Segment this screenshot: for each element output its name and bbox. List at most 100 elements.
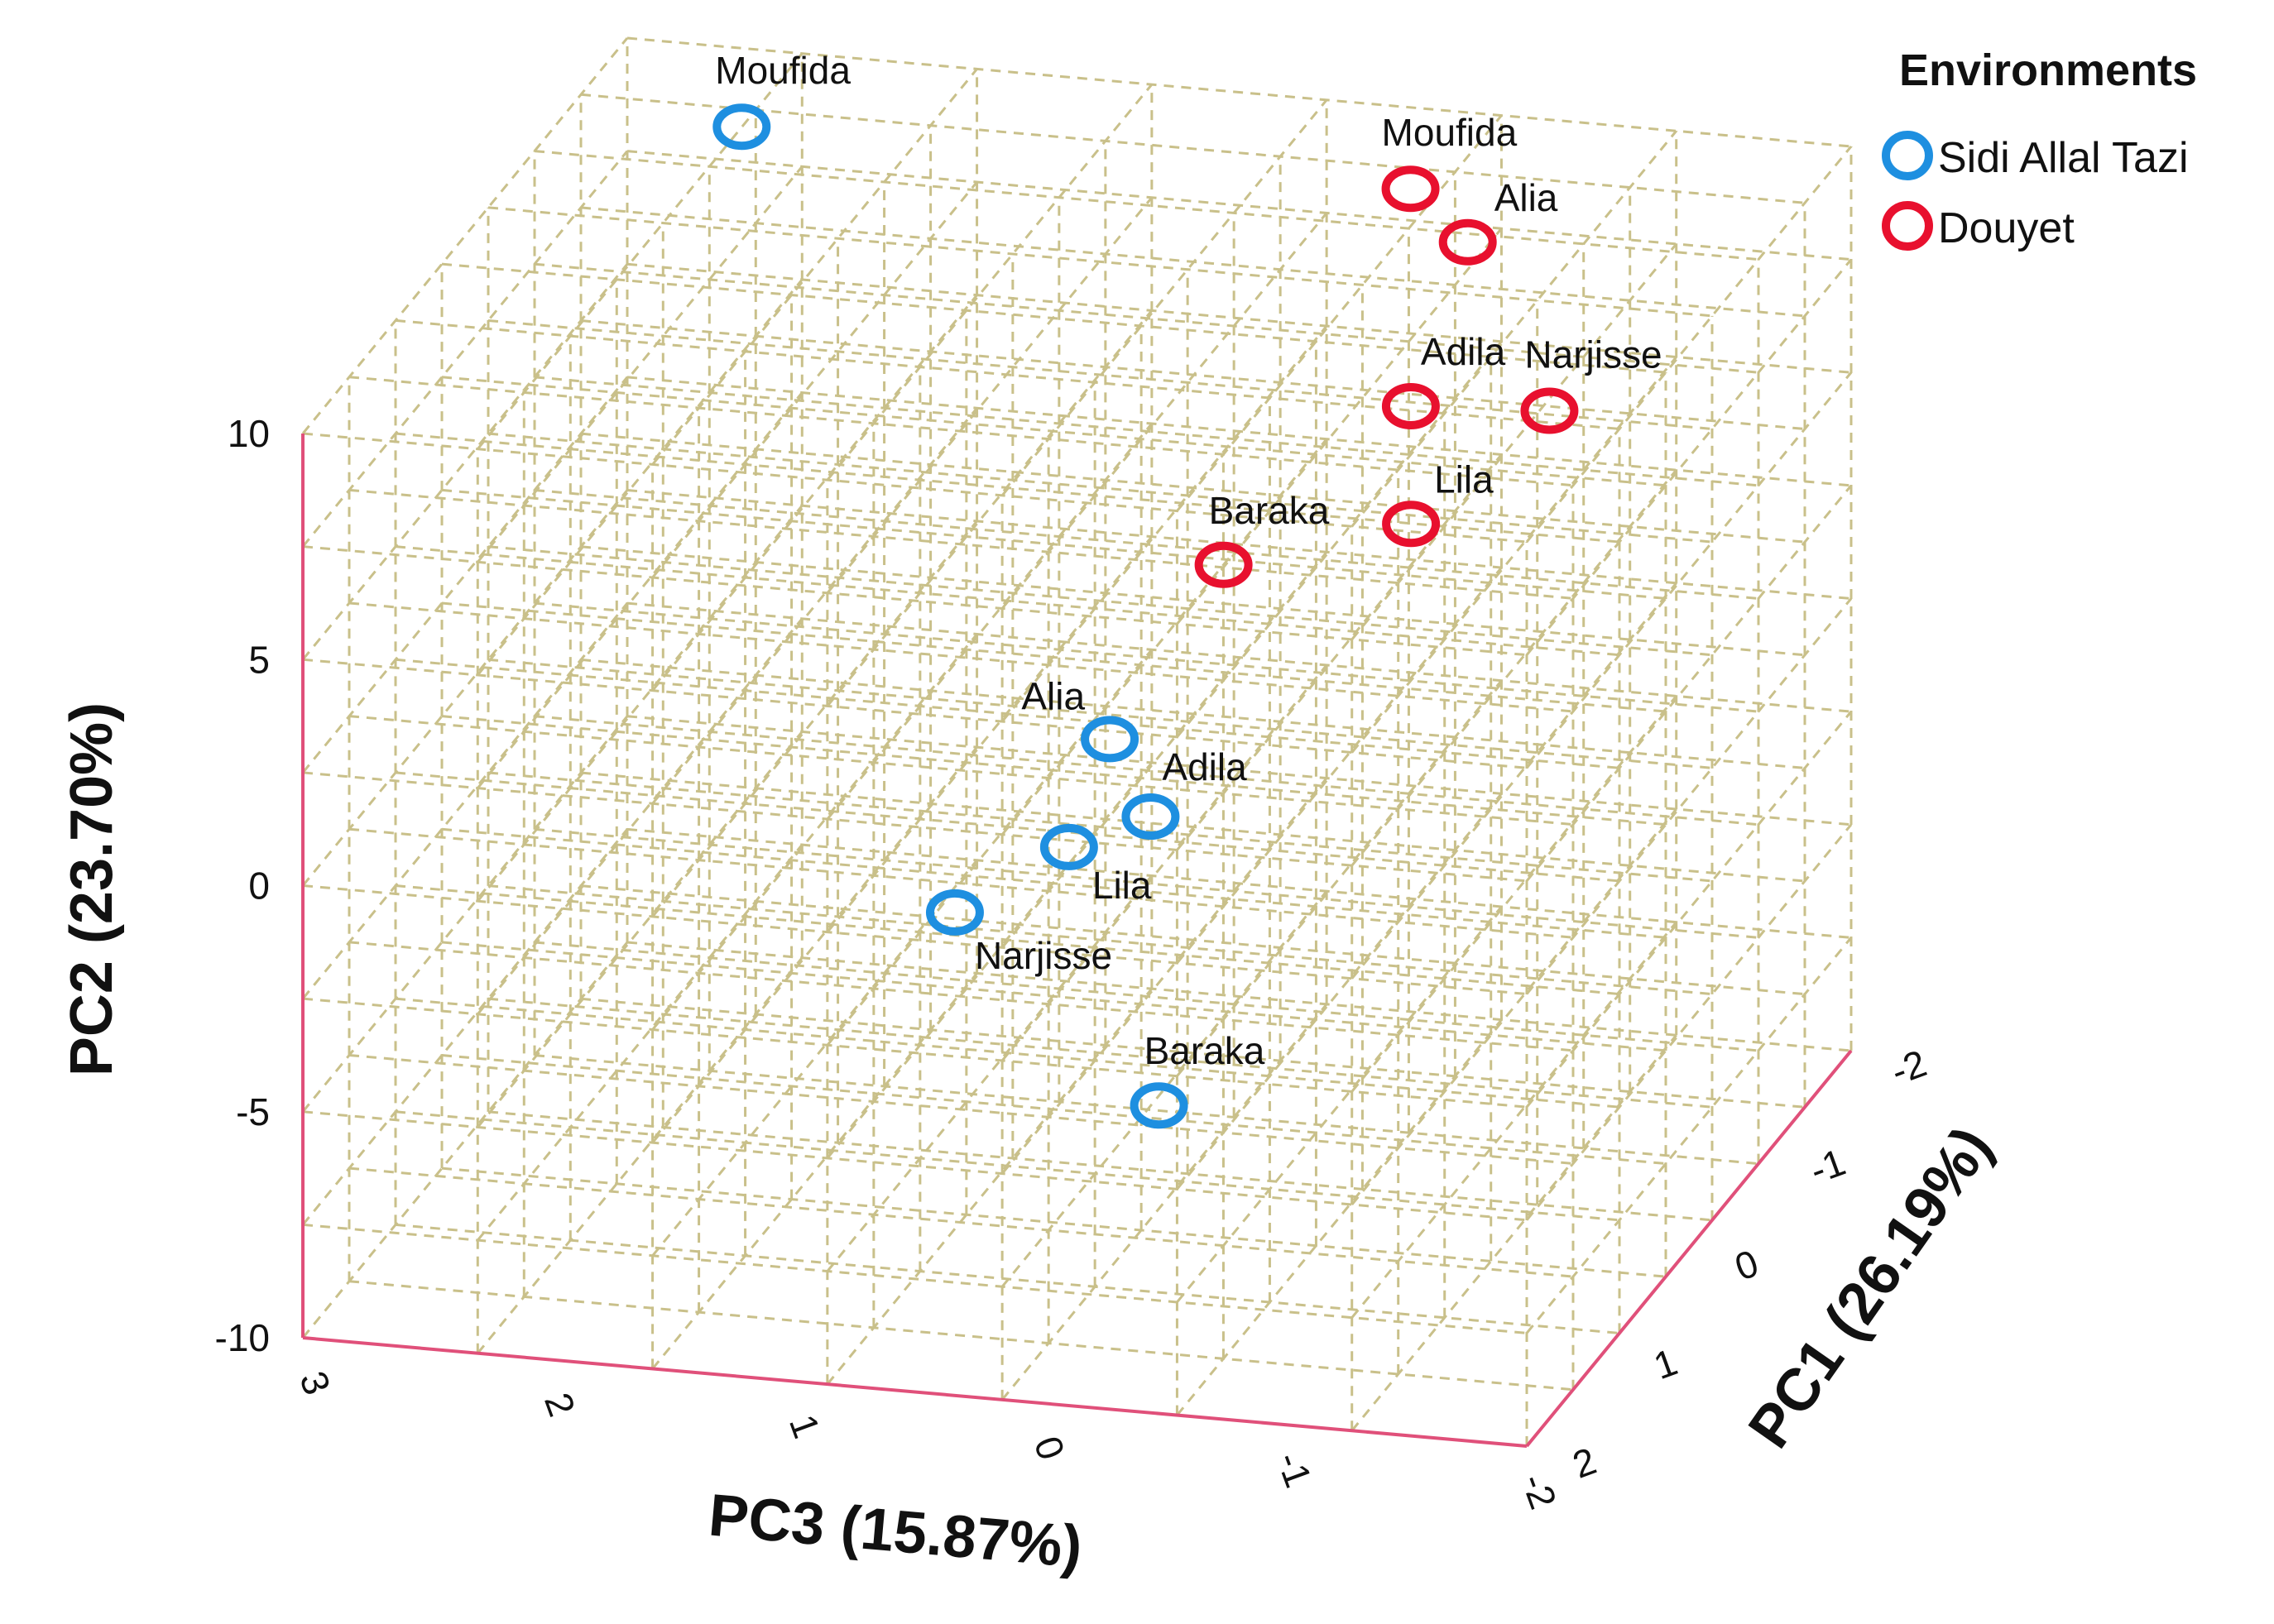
grid-line bbox=[477, 165, 804, 563]
grid-line bbox=[1525, 146, 1853, 543]
grid-line bbox=[301, 828, 629, 1226]
point-marker bbox=[1194, 541, 1253, 588]
pc3-tick-label: -1 bbox=[1269, 1446, 1321, 1492]
grid-line bbox=[1176, 1018, 1503, 1416]
grid-line bbox=[651, 746, 978, 1144]
data-point-sidi-allal-tazi-lila[interactable]: Lila bbox=[1039, 823, 1152, 907]
grid-line bbox=[487, 432, 1713, 544]
point-marker bbox=[712, 103, 771, 151]
grid-line bbox=[1350, 582, 1677, 980]
grid-line bbox=[826, 649, 1154, 1047]
grid-line bbox=[487, 319, 1713, 430]
legend-marker-sidi-allal-tazi bbox=[1882, 131, 1933, 180]
grid-line bbox=[1525, 597, 1853, 995]
grid-line bbox=[487, 1110, 1713, 1222]
grid-line bbox=[651, 407, 978, 805]
grid-line bbox=[301, 602, 629, 1000]
grid-line bbox=[1350, 242, 1677, 640]
grid-line bbox=[301, 37, 629, 434]
pc2-tick-label: 0 bbox=[248, 865, 270, 908]
data-point-sidi-allal-tazi-moufida[interactable]: Moufida bbox=[712, 49, 851, 151]
legend-title: Environments bbox=[1899, 46, 2197, 95]
pc1-tick-label: 1 bbox=[1648, 1340, 1683, 1388]
grid-line bbox=[1000, 664, 1328, 1061]
pc3-tick-label: 0 bbox=[1026, 1430, 1074, 1465]
grid-line bbox=[826, 196, 1154, 594]
pc3-tick-label: -2 bbox=[1514, 1468, 1566, 1514]
grid-line bbox=[1350, 695, 1677, 1093]
grid-line bbox=[826, 309, 1154, 707]
data-point-sidi-allal-tazi-alia[interactable]: Alia bbox=[1021, 674, 1139, 763]
axes bbox=[301, 434, 1853, 1448]
grid-line bbox=[302, 658, 1528, 769]
grid-line bbox=[626, 36, 1852, 148]
grid-line bbox=[302, 884, 1528, 995]
grid-line bbox=[651, 633, 978, 1031]
grid-line bbox=[302, 771, 1528, 883]
grid-line bbox=[302, 432, 1528, 544]
grid-line bbox=[1176, 453, 1503, 851]
data-point-sidi-allal-tazi-narjisse[interactable]: Narjisse bbox=[925, 889, 1112, 977]
grid-line bbox=[487, 771, 1713, 883]
grid-line bbox=[1000, 551, 1328, 949]
grid-line bbox=[302, 1223, 1528, 1334]
point-label: Moufida bbox=[1382, 111, 1518, 154]
grid-line bbox=[302, 1110, 1528, 1222]
data-point-douyet-moufida[interactable]: Moufida bbox=[1381, 111, 1518, 213]
grid-line bbox=[302, 545, 1528, 657]
pc1-tick-label: -2 bbox=[1885, 1042, 1931, 1094]
grid-line bbox=[1176, 793, 1503, 1190]
grid-line bbox=[301, 263, 629, 661]
data-points: Moufida Alia Adila Lila Narjisse Baraka Moufid… bbox=[712, 49, 1662, 1129]
grid-line bbox=[487, 206, 1713, 318]
grid-line bbox=[1176, 114, 1503, 512]
point-label: Lila bbox=[1092, 864, 1152, 907]
grid-line bbox=[1350, 808, 1677, 1205]
point-label: Narjisse bbox=[1524, 333, 1662, 376]
grid-line bbox=[301, 489, 629, 887]
grid-line bbox=[1176, 228, 1503, 625]
grid bbox=[301, 36, 1853, 1448]
pc1-tick-label: 0 bbox=[1729, 1241, 1764, 1289]
grid-line bbox=[1350, 469, 1677, 867]
grid-line bbox=[1000, 325, 1328, 723]
point-label: Adila bbox=[1421, 330, 1506, 373]
grid-line bbox=[441, 1167, 1667, 1278]
legend-entry-sidi-allal-tazi[interactable]: Sidi Allal Tazi bbox=[1882, 131, 2189, 182]
grid-line bbox=[1525, 371, 1853, 769]
data-point-douyet-narjisse[interactable]: Narjisse bbox=[1520, 333, 1662, 434]
data-point-douyet-baraka[interactable]: Baraka bbox=[1194, 489, 1330, 588]
grid-line bbox=[487, 658, 1713, 769]
legend-entry-douyet[interactable]: Douyet bbox=[1882, 201, 2075, 252]
grid-line bbox=[1350, 356, 1677, 754]
point-label: Alia bbox=[1021, 674, 1085, 717]
grid-line bbox=[651, 294, 978, 692]
grid-line bbox=[1350, 130, 1677, 528]
data-point-douyet-alia[interactable]: Alia bbox=[1438, 176, 1558, 266]
data-point-douyet-lila[interactable]: Lila bbox=[1382, 457, 1494, 548]
grid-line bbox=[1525, 711, 1853, 1109]
grid-line bbox=[1525, 258, 1853, 656]
point-marker bbox=[925, 889, 984, 936]
grid-line bbox=[1525, 484, 1853, 882]
data-point-douyet-adila[interactable]: Adila bbox=[1381, 330, 1506, 429]
point-marker bbox=[1438, 218, 1497, 266]
legend: Environments Sidi Allal Tazi Douyet bbox=[1882, 46, 2197, 252]
grid-line bbox=[477, 505, 804, 903]
grid-line bbox=[301, 941, 629, 1339]
grid-line bbox=[301, 150, 629, 548]
grid-line bbox=[826, 535, 1154, 933]
data-point-sidi-allal-tazi-baraka[interactable]: Baraka bbox=[1130, 1029, 1265, 1129]
pc1-axis-title: PC1 (26.19%) bbox=[1736, 1115, 2005, 1459]
pc2-tick-label: 10 bbox=[228, 412, 270, 455]
grid-line bbox=[487, 545, 1713, 657]
data-point-sidi-allal-tazi-adila[interactable]: Adila bbox=[1121, 745, 1247, 841]
grid-line bbox=[477, 731, 804, 1128]
point-marker bbox=[1130, 1082, 1188, 1129]
grid-line bbox=[826, 988, 1154, 1386]
point-label: Narjisse bbox=[975, 934, 1112, 977]
point-label: Baraka bbox=[1209, 489, 1330, 532]
point-marker bbox=[1520, 387, 1579, 434]
pc3-axis-line bbox=[302, 1336, 1528, 1448]
